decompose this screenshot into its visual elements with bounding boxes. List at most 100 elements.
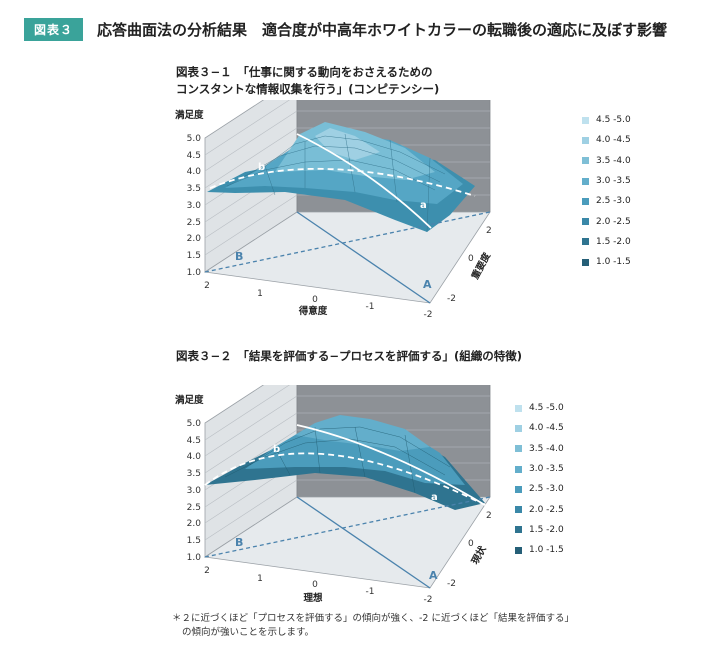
label-A: A [429,569,438,582]
legend-item: 2.5 -3.0 [515,479,564,499]
footnote-line2: の傾向が強いことを示します。 [182,627,315,638]
label-b: b [273,444,280,455]
legend-item: 4.5 -5.0 [582,110,631,130]
legend-item: 3.5 -4.0 [582,151,631,171]
curve-b [204,452,486,506]
figure-header: 図表３ 応答曲面法の分析結果 適合度が中高年ホワイトカラーの転職後の適応に及ぼす… [24,18,667,41]
legend-swatch [515,404,522,412]
x-axis-ticks: 2 1 0 -1 -2 [204,566,432,605]
footnote: ＊２に近づくほど「プロセスを評価する」の傾向が強く、-2 に近づくほど「結果を評… [172,612,574,640]
z-tick: 2.5 [187,218,201,228]
x-tick: -2 [424,310,433,320]
legend-swatch [582,177,589,185]
legend-item: 3.5 -4.0 [515,439,564,459]
legend-item: 1.0 -1.5 [582,252,631,272]
legend-swatch [582,157,589,165]
x-axis-label: 理想 [303,592,323,604]
legend-label: 3.0 -3.5 [596,176,631,187]
x-tick: -1 [366,587,375,597]
z-tick: 1.5 [187,536,201,546]
legend-swatch [515,445,522,453]
chart1-surface-plot: a b A B 1.0 1.5 2.0 2.5 3.0 3.5 4.0 4.5 … [175,100,493,320]
legend-swatch [515,485,522,493]
curve-a [296,424,486,506]
z-tick: 4.0 [187,167,202,177]
legend-swatch [582,218,589,226]
legend-swatch [515,526,522,534]
z-tick: 4.5 [187,436,201,446]
y-axis-ticks: 2 0 -2 [447,511,492,589]
legend-item: 1.5 -2.0 [515,520,564,540]
label-A: A [423,278,432,291]
chart2-surface-plot: a b A B 1.0 1.5 2.0 2.5 3.0 3.5 4.0 4.5 … [175,385,492,605]
floor-plane [203,211,491,304]
legend-swatch [515,546,522,554]
gridlines [204,385,490,541]
legend-item: 2.0 -2.5 [582,211,631,231]
surface-mesh [207,122,475,233]
legend-item: 1.5 -2.0 [582,232,631,252]
z-tick: 3.0 [187,201,202,211]
legend-swatch [582,238,589,246]
legend-label: 2.0 -2.5 [529,504,564,515]
y-tick: 2 [486,511,492,521]
legend-label: 1.5 -2.0 [596,236,631,247]
y-tick: -2 [447,579,456,589]
x-tick: 0 [312,580,318,590]
legend-item: 1.0 -1.5 [515,540,564,560]
y-axis-ticks: 2 0 -2 [447,226,492,304]
x-tick: -2 [424,595,433,605]
floor-plane [203,496,491,589]
z-tick: 3.0 [187,486,202,496]
legend-label: 1.0 -1.5 [596,257,631,268]
z-axis-ticks: 1.0 1.5 2.0 2.5 3.0 3.5 4.0 4.5 5.0 [187,419,202,563]
curve-a [296,133,432,229]
legend-item: 2.5 -3.0 [582,191,631,211]
figure-title: 応答曲面法の分析結果 適合度が中高年ホワイトカラーの転職後の適応に及ぼす影響 [97,21,668,39]
legend-label: 3.0 -3.5 [529,464,564,475]
z-tick: 1.0 [187,268,202,278]
chart2-title-line1: 図表３−２ 「結果を評価する−プロセスを評価する」(組織の特徴) [176,349,523,363]
surface-high [295,415,430,451]
legend-item: 4.5 -5.0 [515,398,564,418]
z-tick: 3.5 [187,469,201,479]
legend-label: 3.5 -4.0 [596,155,631,166]
legend-label: 4.5 -5.0 [529,403,564,414]
legend-item: 4.0 -4.5 [582,130,631,150]
z-tick: 5.0 [187,419,202,429]
legend-swatch [582,258,589,266]
line-A [296,211,431,304]
z-tick: 2.5 [187,503,201,513]
x-axis-ticks: 2 1 0 -1 -2 [204,281,432,320]
y-tick: -2 [447,294,456,304]
label-a: a [431,492,438,503]
chart1-title: 図表３−１ 「仕事に関する動向をおさえるための コンスタントな情報収集を行う」(… [176,64,439,98]
legend-swatch [582,197,589,205]
chart1-title-line1: 図表３−１ 「仕事に関する動向をおさえるための [176,65,433,79]
legend-label: 2.5 -3.0 [529,484,564,495]
legend-label: 2.5 -3.0 [596,196,631,207]
y-tick: 0 [468,539,474,549]
z-tick: 1.5 [187,251,201,261]
z-tick: 5.0 [187,134,202,144]
x-tick: 1 [257,574,263,584]
legend-label: 3.5 -4.0 [529,443,564,454]
x-tick: 2 [204,566,210,576]
x-tick: -1 [366,302,375,312]
legend-item: 4.0 -4.5 [515,418,564,438]
legend-label: 2.0 -2.5 [596,216,631,227]
legend-swatch [582,136,589,144]
footnote-line1: ＊２に近づくほど「プロセスを評価する」の傾向が強く、-2 に近づくほど「結果を評… [172,613,574,624]
line-A [296,496,431,589]
chart1-title-line2: コンスタントな情報収集を行う」(コンピテンシー) [176,82,440,96]
legend-swatch [515,465,522,473]
curve-b [209,167,476,197]
label-B: B [235,536,243,549]
legend-item: 3.0 -3.5 [582,171,631,191]
chart2-legend: 4.5 -5.0 4.0 -4.5 3.5 -4.0 3.0 -3.5 2.5 … [515,398,564,560]
legend-swatch [582,116,589,124]
y-tick: 2 [486,226,492,236]
surface-mesh [205,415,485,510]
label-B: B [235,250,243,263]
chart2-title: 図表３−２ 「結果を評価する−プロセスを評価する」(組織の特徴) [176,348,522,365]
